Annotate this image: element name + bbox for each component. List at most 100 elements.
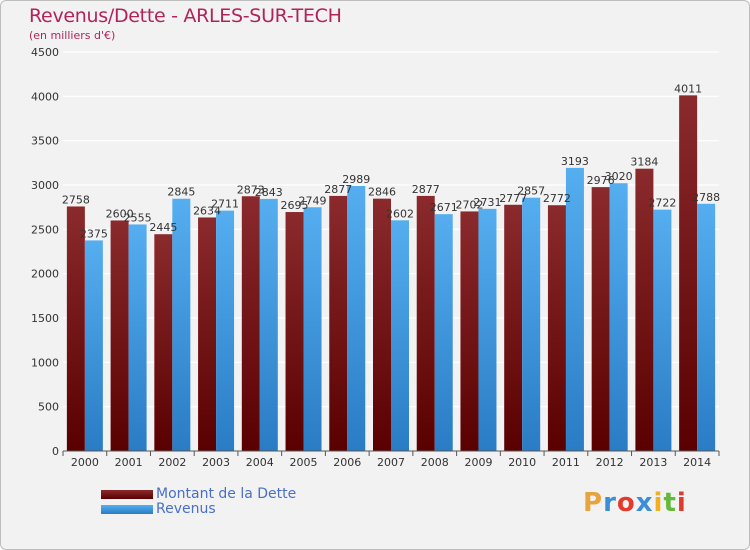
logo-letter: i	[676, 488, 687, 518]
x-tick-label: 2006	[333, 456, 361, 469]
data-label: 2445	[149, 221, 177, 234]
data-label: 2976	[587, 174, 615, 187]
bar-revenus	[434, 214, 453, 451]
data-label: 2711	[211, 198, 239, 211]
bar-revenus	[609, 183, 628, 451]
bar-revenus	[347, 185, 366, 451]
bar-dette	[416, 195, 435, 451]
x-tick-label: 2003	[202, 456, 230, 469]
bar-dette	[110, 220, 129, 451]
chart-title: Revenus/Dette - ARLES-SUR-TECH	[29, 5, 342, 27]
data-label: 2375	[80, 227, 108, 240]
legend-swatch-dette	[101, 490, 153, 499]
legend-label-revenus: Revenus	[156, 501, 216, 517]
bar-revenus	[565, 167, 584, 451]
data-label: 2989	[342, 173, 370, 186]
bar-dette	[504, 204, 523, 451]
x-tick-label: 2005	[290, 456, 318, 469]
y-tick-label: 3500	[31, 135, 59, 148]
logo-letter: x	[635, 488, 654, 518]
data-label: 2731	[473, 196, 501, 209]
data-label: 2695	[281, 199, 309, 212]
y-tick-label: 1000	[31, 356, 59, 369]
x-tick-label: 2008	[421, 456, 449, 469]
data-label: 3020	[605, 170, 633, 183]
data-label: 2843	[255, 186, 283, 199]
bar-revenus	[259, 198, 278, 451]
x-tick-label: 2013	[639, 456, 667, 469]
data-label: 2758	[62, 193, 90, 206]
y-tick-label: 2000	[31, 268, 59, 281]
bar-revenus	[391, 220, 409, 451]
proxiti-logo: Proxiti	[583, 488, 687, 518]
bar-dette	[154, 234, 173, 451]
y-tick-label: 3000	[31, 179, 59, 192]
bar-dette	[66, 206, 85, 451]
bar-dette	[591, 187, 610, 452]
bar-revenus	[84, 240, 103, 451]
logo-letter: t	[663, 488, 677, 518]
data-label: 2877	[412, 183, 440, 196]
logo-letter: r	[603, 488, 617, 518]
data-label: 4011	[674, 82, 702, 95]
y-tick-label: 4500	[31, 46, 59, 59]
data-label: 2722	[648, 197, 676, 210]
bar-revenus	[478, 208, 497, 451]
y-tick-label: 2500	[31, 223, 59, 236]
data-label: 2671	[430, 201, 458, 214]
x-tick-label: 2002	[158, 456, 186, 469]
data-label: 2873	[237, 183, 265, 196]
bar-revenus	[303, 207, 322, 451]
bar-revenus	[653, 209, 672, 451]
data-label: 2846	[368, 186, 396, 199]
logo-letter: i	[653, 488, 664, 518]
data-label: 2857	[517, 185, 545, 198]
data-label: 2602	[386, 207, 414, 220]
bar-dette	[198, 217, 217, 451]
bars	[66, 95, 716, 452]
bar-revenus	[172, 198, 191, 451]
bar-revenus	[216, 210, 235, 451]
data-label: 2845	[167, 186, 195, 199]
x-tick-label: 2001	[115, 456, 143, 469]
x-tick-label: 2009	[464, 456, 492, 469]
logo-letter: P	[583, 488, 604, 518]
bar-dette	[329, 195, 348, 451]
x-tick-label: 2010	[508, 456, 536, 469]
y-tick-label: 1500	[31, 312, 59, 325]
bar-revenus	[522, 197, 541, 451]
data-label: 2634	[193, 204, 221, 217]
data-label: 2555	[124, 211, 152, 224]
x-tick-label: 2014	[683, 456, 711, 469]
bar-dette	[547, 205, 566, 451]
bar-revenus	[128, 224, 147, 451]
x-tick-label: 2007	[377, 456, 405, 469]
x-tick-label: 2004	[246, 456, 274, 469]
bar-dette	[373, 198, 391, 451]
y-tick-label: 4000	[31, 90, 59, 103]
data-label: 2777	[499, 192, 527, 205]
y-tick-label: 0	[52, 445, 59, 458]
data-label: 3184	[630, 156, 658, 169]
data-label: 2772	[543, 192, 571, 205]
x-tick-label: 2000	[71, 456, 99, 469]
x-axis-ticks: 2000 2001 2002 2003 2004 2005 2006 2007 2008 2009…	[62, 451, 720, 469]
bar-dette	[241, 196, 260, 451]
bar-revenus	[697, 203, 716, 451]
bar-dette	[679, 95, 698, 451]
x-tick-label: 2011	[552, 456, 580, 469]
bar-dette	[460, 211, 479, 451]
y-tick-label: 500	[38, 401, 59, 414]
data-label: 2702	[455, 198, 483, 211]
data-label: 2788	[692, 191, 720, 204]
legend-label-dette: Montant de la Dette	[156, 486, 297, 502]
data-label: 2749	[299, 194, 327, 207]
chart-subtitle: (en milliers d'€)	[29, 29, 116, 42]
legend-swatch-revenus	[101, 505, 153, 514]
bar-dette	[285, 212, 304, 451]
data-label: 2877	[324, 183, 352, 196]
data-label: 3193	[561, 155, 589, 168]
